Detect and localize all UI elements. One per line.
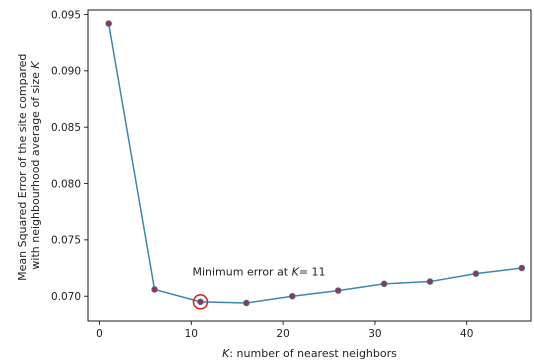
plot-area (87, 9, 532, 322)
x-tick-label: 10 (185, 328, 198, 340)
y-tick-label: 0.075 (51, 235, 81, 247)
data-point (288, 292, 296, 300)
annotation-k: K (292, 265, 300, 278)
data-points (105, 20, 526, 310)
data-point (518, 264, 526, 272)
data-point (243, 299, 250, 307)
x-axis: 0 10 20 30 40 (96, 321, 473, 340)
y-tick-label: 0.080 (51, 178, 81, 190)
y-axis-title-k: K (29, 61, 42, 69)
y-axis-title-line-2: with neighbourhood average of size K (29, 61, 42, 270)
y-axis-title-line-2-prefix: with neighbourhood average of size (29, 69, 42, 270)
data-point (105, 20, 112, 27)
x-tick-label: 20 (276, 328, 289, 340)
annotation-suffix: = 11 (299, 265, 326, 278)
x-axis-title-rest: : number of nearest neighbors (229, 347, 397, 360)
data-point (334, 287, 342, 294)
series-line (107, 23, 522, 304)
data-point (197, 298, 204, 306)
plot-frame (87, 9, 532, 322)
x-axis-title-k: K (222, 347, 230, 360)
data-point (380, 280, 388, 288)
y-tick-label: 0.070 (51, 291, 81, 303)
min-error-highlight-ring (192, 294, 209, 310)
y-axis-title: Mean Squared Error of the site compared … (16, 50, 42, 281)
x-tick-label: 30 (368, 328, 381, 340)
min-error-annotation: Minimum error at K= 11 (192, 265, 325, 278)
x-axis-title: K: number of nearest neighbors (222, 347, 397, 360)
series-line-layer (107, 23, 522, 304)
data-point (426, 278, 434, 285)
y-tick-label: 0.085 (51, 122, 81, 134)
y-axis: 0.070 0.075 0.080 0.085 0.090 0.095 (51, 9, 88, 303)
y-tick-label: 0.095 (51, 9, 81, 21)
y-axis-title-line-1: Mean Squared Error of the site compared (16, 54, 29, 281)
y-tick-label: 0.090 (51, 66, 81, 78)
x-tick-label: 40 (460, 328, 473, 340)
data-point (151, 286, 158, 293)
data-point (472, 270, 480, 277)
x-tick-label: 0 (96, 328, 103, 340)
annotation-prefix: Minimum error at (192, 265, 291, 278)
